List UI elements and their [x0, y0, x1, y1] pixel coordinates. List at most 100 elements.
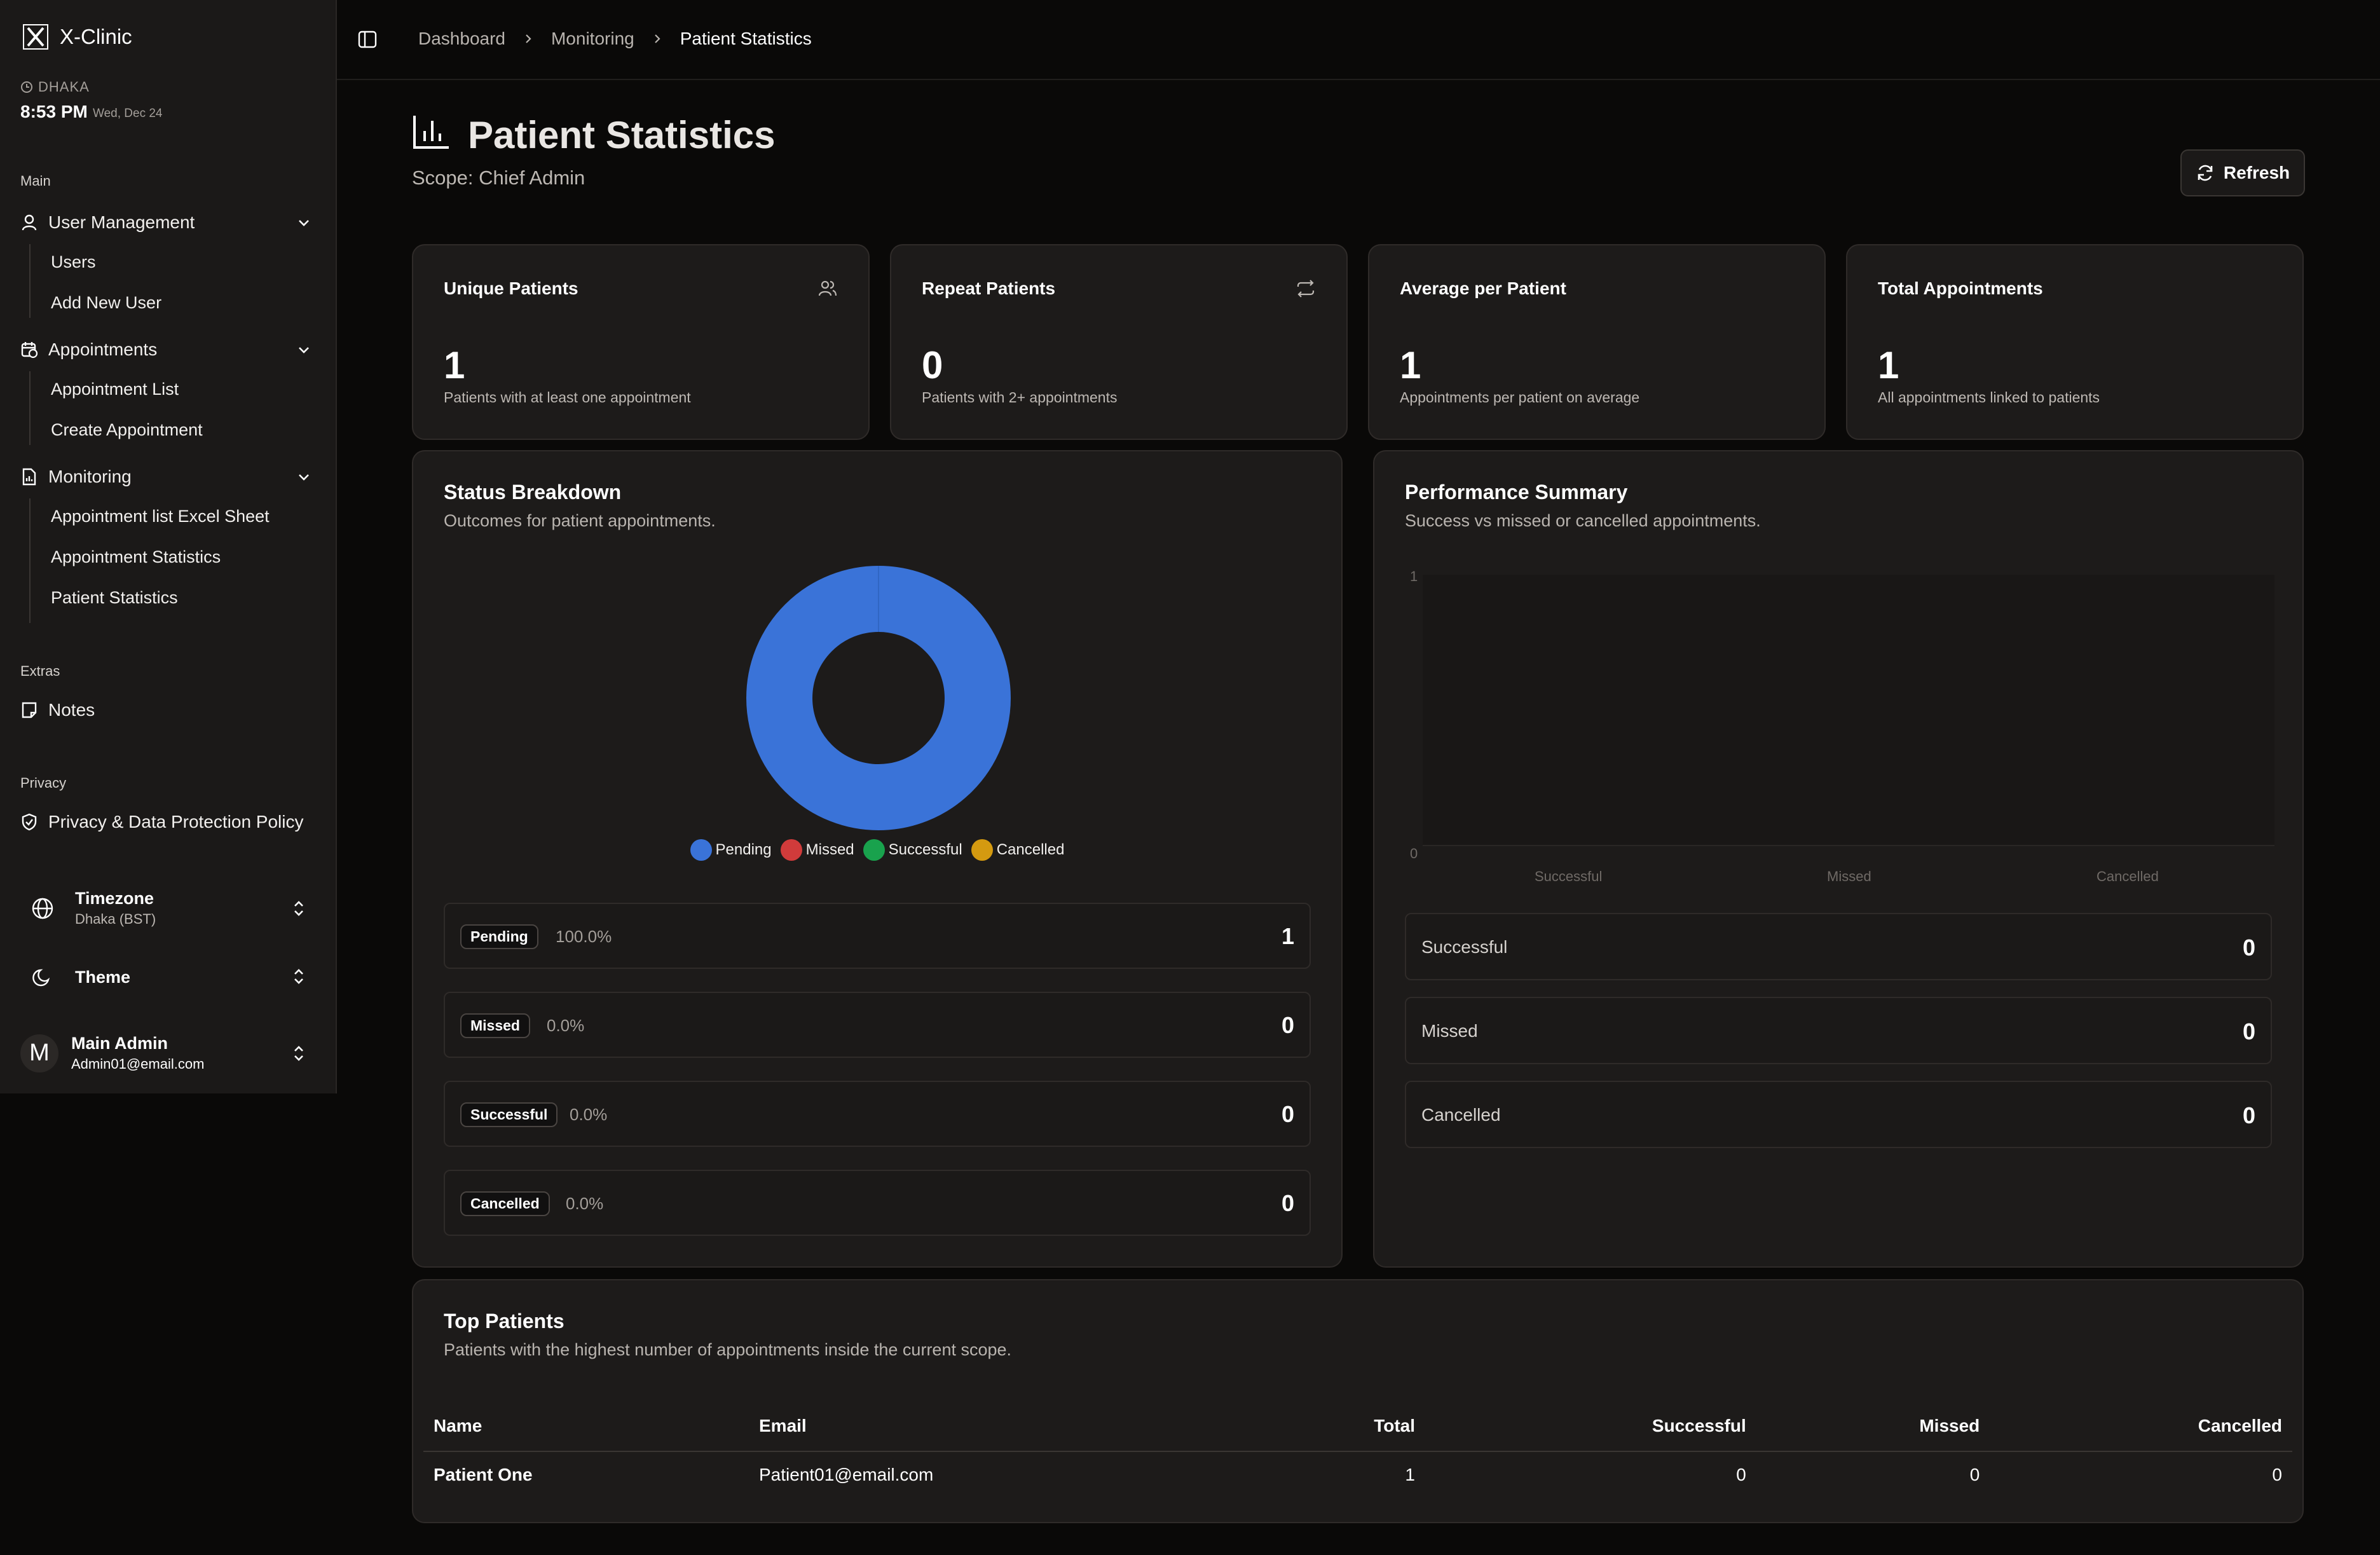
scope-label: Scope: Chief Admin	[412, 167, 585, 189]
status-badge: Successful	[460, 1102, 558, 1127]
sidebar-item-users[interactable]: Users	[51, 252, 96, 271]
sidebar: X-Clinic DHAKA 8:53 PM Wed, Dec 24 Main …	[0, 0, 337, 1093]
x-tick-label: Cancelled	[2096, 868, 2159, 884]
stat-card-total-appointments: Total Appointments 1 All appointments li…	[1846, 244, 2304, 440]
column-header-email[interactable]: Email	[749, 1401, 1214, 1452]
sidebar-item-appointment-statistics[interactable]: Appointment Statistics	[51, 547, 221, 566]
top-patients-panel: Top Patients Patients with the highest n…	[412, 1279, 2304, 1523]
column-header-successful[interactable]: Successful	[1425, 1401, 1756, 1452]
nav-appointments[interactable]: Appointments	[20, 332, 313, 367]
performance-bar-chart	[1423, 575, 2274, 846]
status-donut-chart	[746, 566, 1011, 830]
clock-city-label: DHAKA	[38, 79, 90, 95]
breadcrumb-current: Patient Statistics	[680, 29, 812, 48]
sidebar-item-add-new-user[interactable]: Add New User	[51, 293, 162, 312]
clock-time: 8:53 PM	[20, 102, 88, 121]
sidebar-toggle-icon[interactable]	[357, 29, 378, 50]
stat-subtitle: Appointments per patient on average	[1400, 389, 1640, 406]
refresh-button[interactable]: Refresh	[2180, 149, 2305, 196]
topbar: Dashboard Monitoring Patient Statistics	[337, 0, 2380, 80]
chevron-down-icon	[299, 474, 309, 481]
nav-user-management[interactable]: User Management	[20, 205, 313, 240]
chevron-right-icon	[526, 34, 531, 43]
nav-user-management-label: User Management	[48, 212, 195, 232]
timezone-selector[interactable]: Timezone Dhaka (BST)	[20, 889, 313, 928]
cell-name: Patient One	[434, 1465, 533, 1484]
status-count: 0	[1281, 1101, 1294, 1127]
performance-row-successful: Successful 0	[1405, 913, 2272, 980]
x-tick-label: Missed	[1827, 868, 1871, 884]
column-header-name[interactable]: Name	[423, 1401, 749, 1452]
submenu-line	[29, 244, 31, 318]
moon-icon	[32, 969, 50, 987]
top-patients-table: Name Email Total Successful Missed Cance…	[423, 1401, 2292, 1498]
repeat-icon	[1297, 280, 1315, 298]
nav-monitoring-label: Monitoring	[48, 467, 132, 486]
sidebar-item-create-appointment[interactable]: Create Appointment	[51, 420, 203, 439]
legend-item-pending[interactable]: Pending	[690, 839, 772, 861]
legend-label: Missed	[805, 841, 854, 858]
column-header-total[interactable]: Total	[1214, 1401, 1425, 1452]
sidebar-item-excel-sheet[interactable]: Appointment list Excel Sheet	[51, 507, 270, 526]
performance-value: 0	[2242, 1102, 2255, 1128]
nav-monitoring[interactable]: Monitoring	[20, 459, 313, 495]
bar-chart-icon	[413, 116, 449, 149]
panel-subtitle: Outcomes for patient appointments.	[444, 511, 716, 530]
breadcrumb-monitoring[interactable]: Monitoring	[551, 29, 634, 48]
cell-total: 1	[1405, 1465, 1415, 1484]
status-row-cancelled: Cancelled 0.0% 0	[444, 1170, 1311, 1236]
refresh-label: Refresh	[2223, 163, 2290, 182]
panel-subtitle: Patients with the highest number of appo…	[444, 1340, 1012, 1359]
y-tick-label: 1	[1410, 568, 1418, 584]
status-count: 0	[1281, 1190, 1294, 1216]
panel-title: Status Breakdown	[444, 481, 622, 503]
nav-notes[interactable]: Notes	[20, 692, 313, 728]
clock-city: DHAKA	[20, 79, 90, 95]
x-tick-label: Successful	[1535, 868, 1603, 884]
performance-row-missed: Missed 0	[1405, 997, 2272, 1064]
app-name: X-Clinic	[60, 25, 132, 48]
breadcrumb-dashboard[interactable]: Dashboard	[418, 29, 505, 48]
cell-cancelled: 0	[2272, 1465, 2282, 1484]
brand[interactable]: X-Clinic	[23, 24, 132, 50]
section-label-extras: Extras	[20, 663, 60, 679]
shield-check-icon	[22, 813, 37, 831]
theme-selector[interactable]: Theme	[20, 966, 313, 988]
nav-notes-label: Notes	[48, 700, 95, 720]
legend-swatch	[863, 839, 885, 861]
stat-value: 1	[1400, 344, 1421, 387]
status-breakdown-panel: Status Breakdown Outcomes for patient ap…	[412, 450, 1343, 1268]
performance-summary-panel: Performance Summary Success vs missed or…	[1373, 450, 2304, 1268]
panel-subtitle: Success vs missed or cancelled appointme…	[1405, 511, 1761, 530]
donut-legend: Pending Missed Successful Cancelled	[413, 839, 1341, 861]
legend-swatch	[780, 839, 802, 861]
calendar-clock-icon	[21, 342, 38, 359]
column-header-cancelled[interactable]: Cancelled	[1990, 1401, 2292, 1452]
stat-card-unique-patients: Unique Patients 1 Patients with at least…	[412, 244, 870, 440]
stat-value: 1	[444, 344, 465, 387]
legend-label: Cancelled	[996, 841, 1065, 858]
chevron-right-icon	[654, 34, 660, 43]
legend-label: Successful	[888, 841, 962, 858]
column-header-missed[interactable]: Missed	[1756, 1401, 1990, 1452]
chevron-down-icon	[299, 220, 309, 226]
performance-label: Cancelled	[1421, 1105, 1501, 1125]
file-chart-icon	[22, 468, 36, 486]
breadcrumb: Dashboard Monitoring Patient Statistics	[418, 29, 812, 49]
table-row[interactable]: Patient One Patient01@email.com 1 0 0 0	[423, 1451, 2292, 1498]
nav-privacy-policy[interactable]: Privacy & Data Protection Policy	[20, 804, 313, 840]
stat-subtitle: Patients with at least one appointment	[444, 389, 691, 406]
stat-value: 0	[922, 344, 943, 387]
status-row-missed: Missed 0.0% 0	[444, 992, 1311, 1058]
user-menu[interactable]: M Main Admin Admin01@email.com	[20, 1034, 313, 1072]
sidebar-item-patient-statistics[interactable]: Patient Statistics	[51, 588, 178, 607]
panel-title: Top Patients	[444, 1310, 564, 1332]
cell-email: Patient01@email.com	[759, 1465, 934, 1484]
legend-item-successful[interactable]: Successful	[863, 839, 962, 861]
stat-title: Total Appointments	[1878, 278, 2043, 298]
legend-item-missed[interactable]: Missed	[780, 839, 854, 861]
stat-title: Average per Patient	[1400, 278, 1566, 298]
legend-label: Pending	[715, 841, 772, 858]
legend-item-cancelled[interactable]: Cancelled	[971, 839, 1065, 861]
sidebar-item-appointment-list[interactable]: Appointment List	[51, 380, 179, 399]
